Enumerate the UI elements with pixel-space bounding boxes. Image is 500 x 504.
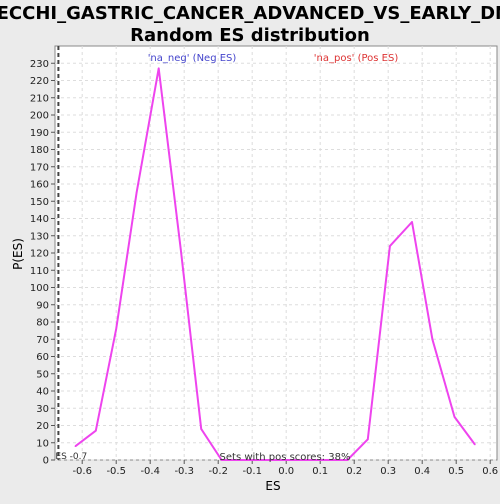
y-tick-label: 190: [30, 128, 49, 139]
y-tick-label: 10: [36, 438, 49, 449]
data-point: [200, 428, 202, 430]
y-axis-label: P(ES): [11, 238, 25, 270]
y-tick-label: 200: [30, 111, 49, 122]
y-tick-label: 130: [30, 231, 49, 242]
y-tick-label: 20: [36, 421, 49, 432]
grid: [55, 46, 497, 461]
y-tick-label: 160: [30, 180, 49, 191]
x-tick-label: -0.1: [242, 466, 262, 477]
pos-scores-annotation: Sets with pos scores: 38%: [220, 452, 351, 463]
data-point: [241, 459, 243, 461]
data-point: [74, 445, 77, 448]
x-tick-label: 0.1: [312, 466, 328, 477]
y-tick-label: 140: [30, 214, 49, 225]
y-tick-label: 70: [36, 335, 49, 346]
data-point: [135, 191, 138, 194]
es-marker-label: ES -0.7: [55, 452, 87, 462]
y-tick-label: 150: [30, 197, 49, 208]
y-tick-label: 30: [36, 404, 49, 415]
series-layer: [74, 67, 476, 461]
data-point: [367, 438, 369, 441]
x-tick-label: 0.2: [346, 466, 362, 477]
data-point: [180, 248, 182, 251]
data-point: [95, 429, 97, 432]
chart-title-line2: Random ES distribution: [130, 25, 370, 46]
data-point: [474, 443, 476, 446]
data-point: [411, 221, 413, 223]
x-axis-ticks: -0.6 -0.5 -0.4 -0.3 -0.2 -0.1 0.0 0.1 0.2 0.3 0.4 0…: [72, 460, 498, 477]
data-point: [157, 67, 160, 70]
data-point: [389, 245, 391, 247]
data-point: [282, 459, 284, 461]
x-tick-label: 0.4: [414, 466, 430, 477]
data-point: [346, 459, 349, 461]
x-tick-label: -0.6: [72, 466, 92, 477]
data-point: [431, 338, 434, 341]
y-tick-label: 220: [30, 76, 49, 87]
y-tick-label: 40: [36, 387, 49, 398]
x-tick-label: -0.5: [106, 466, 126, 477]
y-tick-label: 120: [30, 249, 49, 260]
x-tick-label: -0.4: [140, 466, 160, 477]
y-tick-label: 230: [30, 59, 49, 70]
y-tick-label: 80: [36, 318, 49, 329]
data-point: [261, 459, 264, 461]
y-tick-label: 90: [36, 300, 49, 311]
y-tick-label: 180: [30, 145, 49, 156]
x-tick-label: 0.3: [380, 466, 396, 477]
x-axis-label: ES: [265, 479, 280, 493]
data-point: [453, 416, 456, 418]
y-tick-label: 0: [43, 456, 49, 467]
chart-title-line1: VECCHI_GASTRIC_CANCER_ADVANCED_VS_EARLY_…: [0, 3, 500, 24]
data-point: [302, 459, 305, 461]
y-axis-ticks: 0 10 20 30 40 50 60 70 80 90 100 110 120 130 140 150 160…: [30, 59, 55, 467]
data-point: [220, 459, 223, 461]
data-point: [115, 328, 117, 330]
pos-es-label: 'na_pos' (Pos ES): [314, 53, 399, 64]
neg-es-label: 'na_neg' (Neg ES): [148, 53, 237, 64]
y-tick-label: 110: [30, 266, 49, 277]
y-tick-label: 60: [36, 352, 49, 363]
y-tick-label: 210: [30, 93, 49, 104]
y-tick-label: 170: [30, 162, 49, 173]
y-tick-label: 100: [30, 283, 49, 294]
data-point: [322, 459, 325, 461]
x-tick-label: -0.3: [174, 466, 194, 477]
series-line: [74, 67, 476, 461]
y-tick-label: 50: [36, 369, 49, 380]
x-tick-label: 0.0: [278, 466, 294, 477]
x-tick-label: 0.5: [448, 466, 464, 477]
x-tick-label: -0.2: [208, 466, 228, 477]
x-tick-label: 0.6: [482, 466, 498, 477]
